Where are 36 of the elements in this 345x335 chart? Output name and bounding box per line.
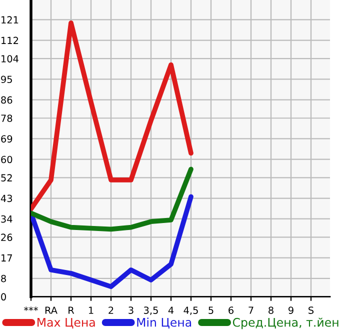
y-tick-label: 104 bbox=[2, 55, 18, 62]
x-tick-label: 8 bbox=[268, 306, 274, 314]
y-tick-label: 86 bbox=[1, 96, 12, 104]
x-tick-label: *** bbox=[24, 306, 38, 312]
y-tick-label: 52 bbox=[1, 174, 12, 182]
x-tick-label: 4 bbox=[168, 306, 174, 314]
x-tick-label: 2 bbox=[108, 306, 114, 314]
y-tick-label: 112 bbox=[2, 36, 18, 44]
x-tick-label: 6 bbox=[228, 306, 234, 314]
y-tick-label: 8 bbox=[1, 274, 6, 282]
y-tick-label: 78 bbox=[1, 114, 12, 122]
x-tick-label: 1 bbox=[88, 306, 94, 314]
y-tick-label: 43 bbox=[0, 194, 12, 202]
line-series bbox=[31, 20, 194, 212]
y-tick-label: 60 bbox=[1, 156, 12, 164]
y-tick-label: 17 bbox=[2, 254, 12, 262]
line-series bbox=[31, 166, 194, 232]
y-tick-label: 95 bbox=[1, 76, 12, 84]
x-tick-label: 9 bbox=[288, 306, 294, 314]
legend-label: Max Цена bbox=[38, 318, 95, 328]
x-tick-label: S bbox=[308, 306, 314, 314]
y-tick-label: 26 bbox=[1, 234, 12, 242]
y-tick-label: 0 bbox=[1, 293, 6, 301]
y-tick-label: 34 bbox=[1, 215, 12, 223]
x-tick-label: 3,5 bbox=[144, 306, 158, 315]
y-tick-label: 69 bbox=[1, 135, 12, 143]
x-tick-label: 3 bbox=[128, 306, 134, 314]
line-series bbox=[31, 194, 194, 290]
x-tick-label: 5 bbox=[208, 306, 214, 314]
x-tick-label: 7 bbox=[248, 306, 254, 314]
legend-label: Сред.Цена, т.йен bbox=[232, 318, 338, 330]
x-tick-label: RA bbox=[45, 306, 58, 314]
y-tick-label: 121 bbox=[2, 16, 18, 24]
x-tick-label: R bbox=[68, 306, 74, 314]
x-tick-label: 4,5 bbox=[184, 306, 198, 315]
legend-label: Min Цена bbox=[137, 318, 192, 328]
